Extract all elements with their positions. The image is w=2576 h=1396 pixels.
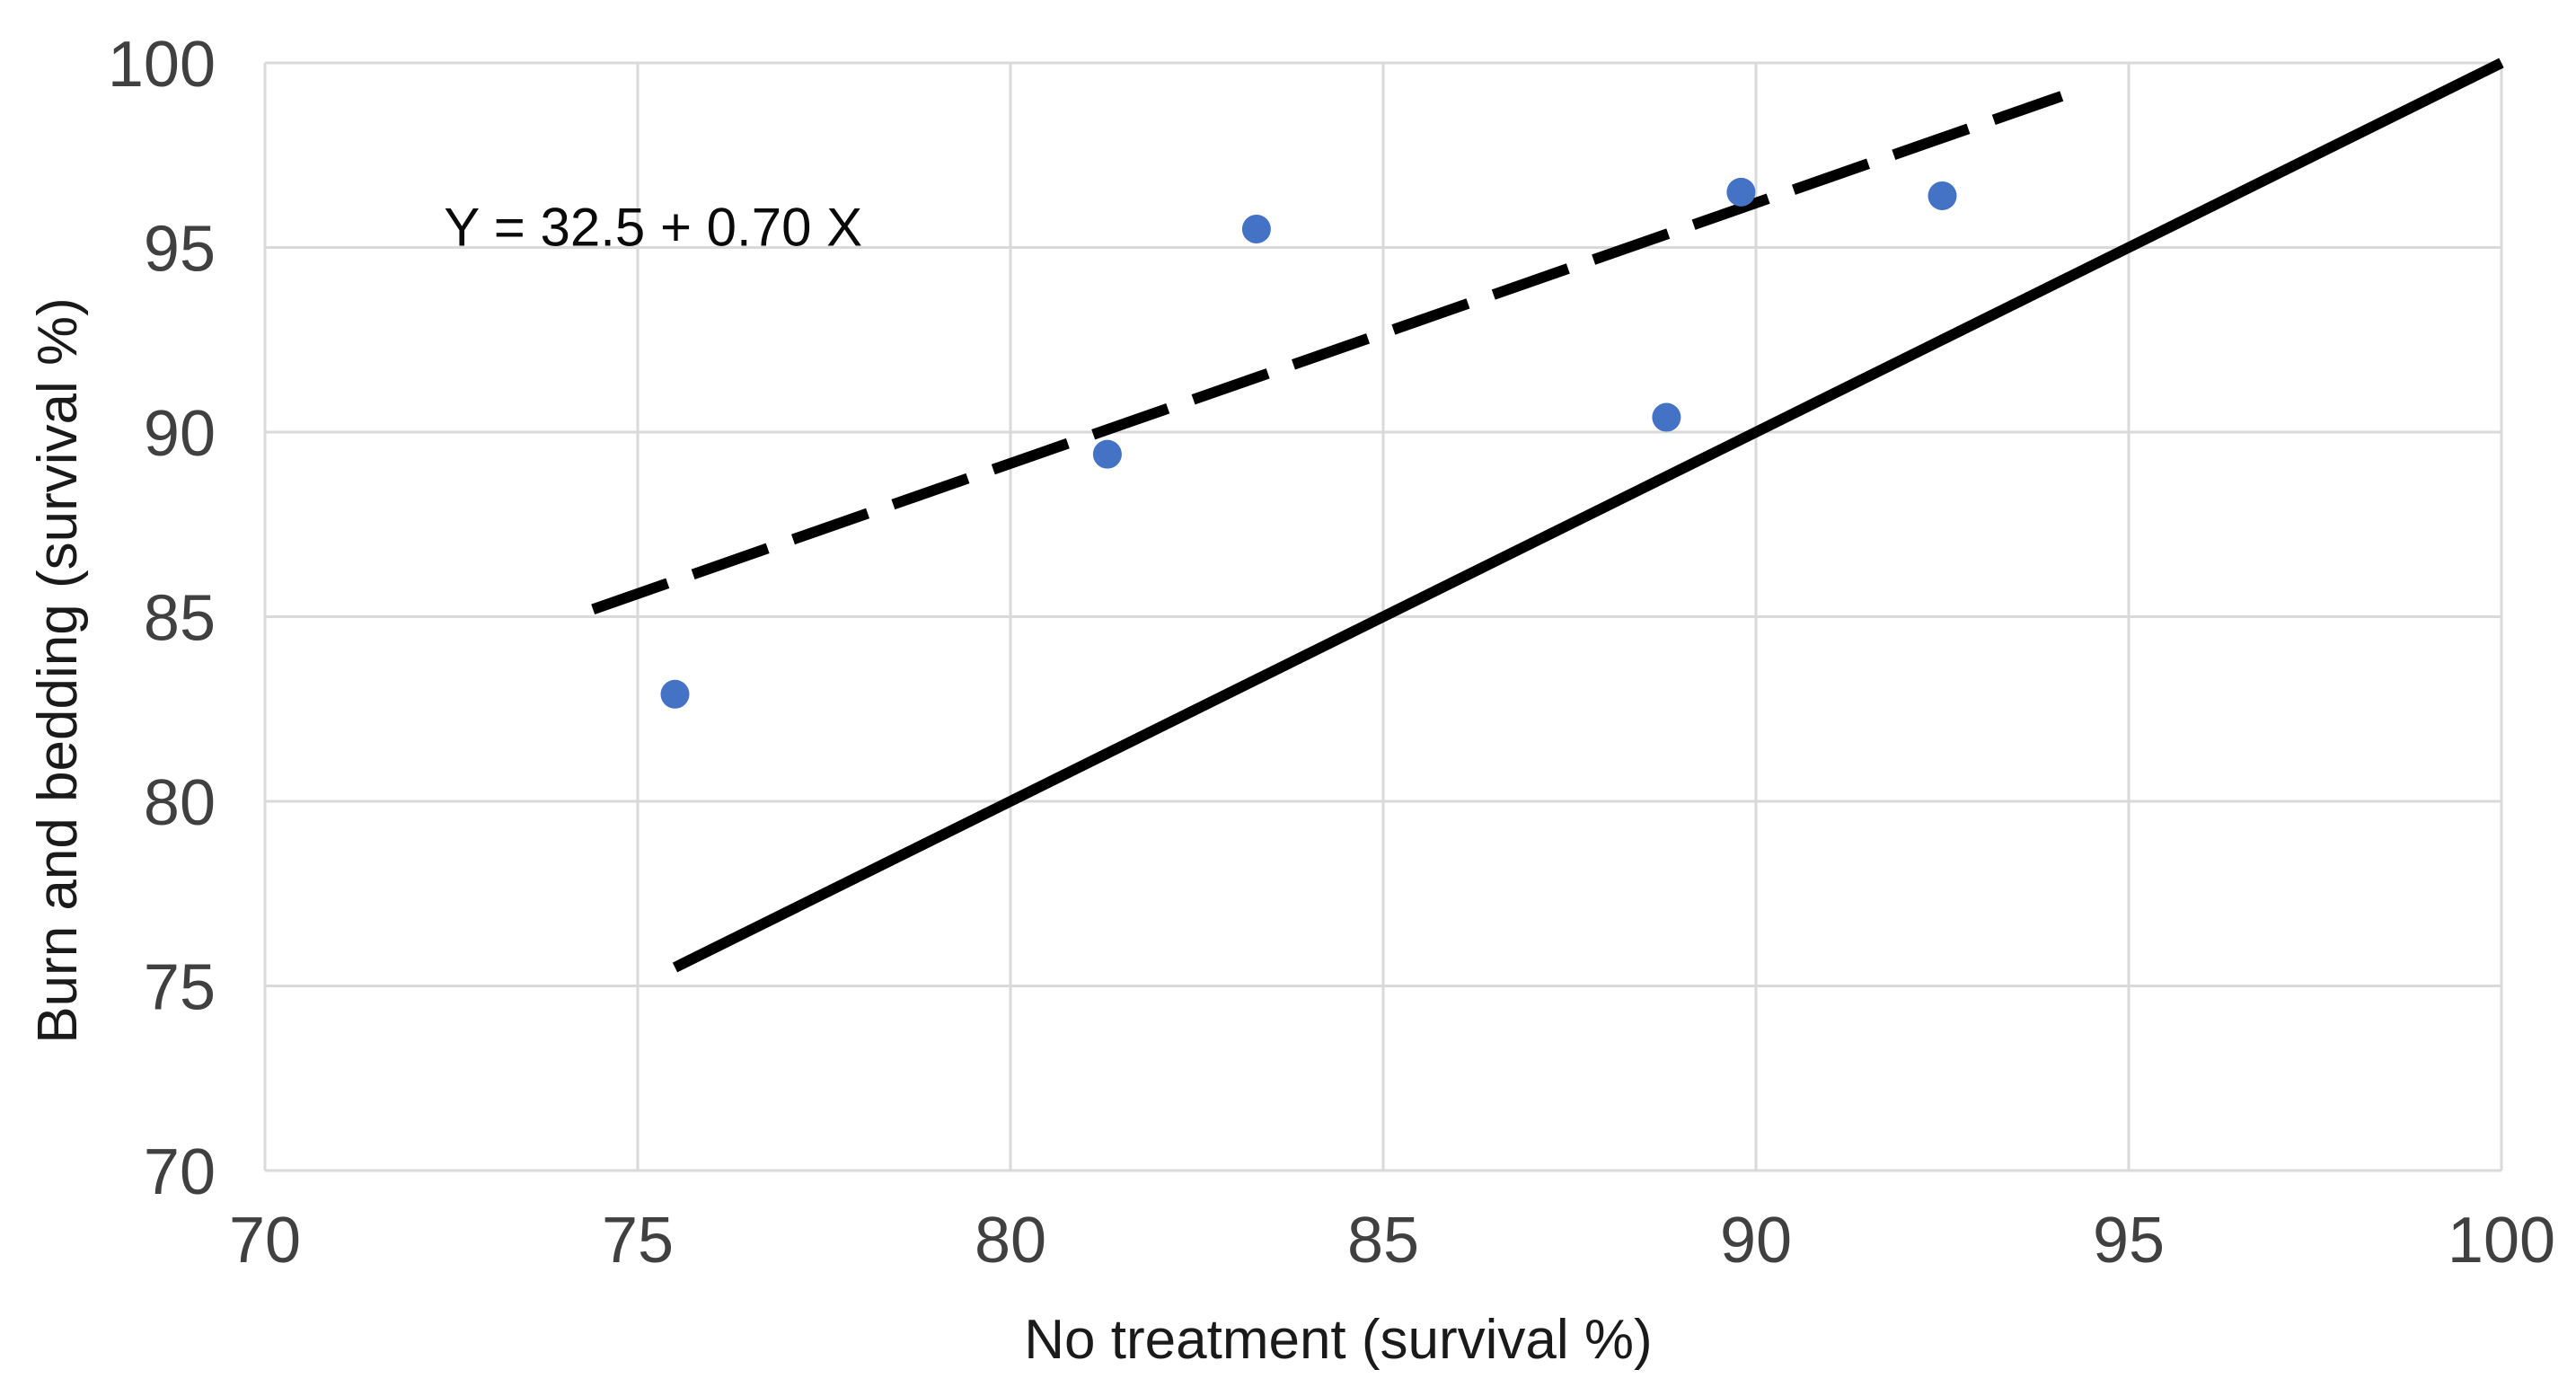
identity-line [672,57,2504,973]
regression-line [591,91,2064,614]
scatter-point [1652,402,1681,432]
y-tick-label: 100 [108,29,216,101]
x-tick-label: 85 [1347,1205,1419,1277]
y-tick-label: 80 [144,767,216,839]
scatter-point [660,679,690,709]
x-tick-label: 90 [1720,1205,1792,1277]
x-tick-label: 70 [229,1205,301,1277]
regression-equation-label: Y = 32.5 + 0.70 X [444,197,862,257]
y-tick-label: 95 [144,214,216,286]
x-tick-label: 80 [975,1205,1046,1277]
y-axis-title: Burn and bedding (survival %) [27,297,89,1044]
x-tick-label: 100 [2448,1205,2555,1277]
y-tick-label: 70 [144,1136,216,1208]
y-tick-label: 90 [144,398,216,470]
scatter-point [1726,177,1756,207]
data-points [660,177,1957,709]
tick-labels: 70 75 80 85 90 95 100 70 75 80 85 90 95 100 [108,29,2555,1277]
trend-lines [591,57,2504,973]
scatter-point [1092,439,1122,469]
x-tick-label: 75 [602,1205,674,1277]
x-tick-label: 95 [2093,1205,2165,1277]
scatter-point [1241,214,1271,243]
scatter-point [1928,181,1957,210]
x-axis-title: No treatment (survival %) [1024,1309,1652,1371]
y-tick-label: 75 [144,952,216,1024]
y-tick-label: 85 [144,583,216,655]
